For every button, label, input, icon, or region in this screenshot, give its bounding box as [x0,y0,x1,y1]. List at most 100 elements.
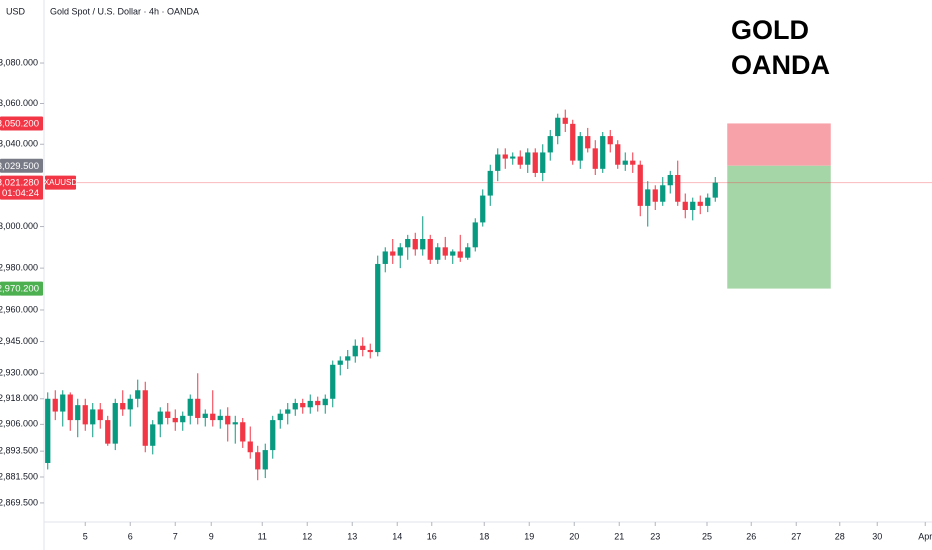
candle-body [712,182,718,198]
candle-body [217,415,223,421]
candle-body [210,413,216,421]
candle-body [622,160,628,165]
candle-body [240,422,246,442]
candle-body [277,413,283,421]
x-tick-label: 11 [258,531,267,541]
y-tick-label: 2,945.000 [0,336,38,346]
candle-body [52,398,58,412]
candle-body [247,441,253,453]
candle-body [292,403,298,410]
candle-body [480,195,486,223]
stop-tag [0,281,43,296]
candle-body [630,160,636,165]
x-tick-label: 20 [569,531,579,541]
candle-body [667,174,673,186]
y-tick-label: 2,893.500 [0,446,38,456]
candle-body [570,123,576,161]
candle-body [652,189,658,202]
candle-body [675,174,681,202]
y-tick-label: 2,869.500 [0,497,38,507]
candle-body [45,398,51,463]
candle-body [697,201,703,206]
target-tag [0,116,43,131]
candle-body [420,238,426,250]
candle-body [465,247,471,258]
x-tick-label: 21 [614,531,624,541]
x-tick-label: 27 [791,531,801,541]
y-tick-label: 2,930.000 [0,368,38,378]
entry-label: 3,029.500 [0,161,39,172]
stop-label: 2,970.200 [0,284,39,295]
candle-body [427,238,433,260]
candle-body [202,413,208,418]
watermark: OANDA [731,50,830,80]
candle-body [82,405,88,425]
candle-body [412,238,418,250]
x-tick-label: 5 [83,531,88,541]
candle-body [60,394,66,412]
watermark: GOLD [731,15,809,45]
candle-body [67,394,73,421]
candle-body [97,409,103,421]
candle-body [472,222,478,248]
candle-body [367,349,373,353]
candle-body [637,164,643,206]
x-tick-label: 12 [302,531,312,541]
x-tick-label: 30 [872,531,882,541]
x-tick-label: 7 [173,531,178,541]
candle-body [315,400,321,406]
candle-body [352,345,358,357]
candle-body [457,251,463,258]
candle-body [435,247,441,260]
x-tick-label: 14 [392,531,402,541]
candle-body [382,251,388,264]
candle-body [150,424,156,446]
candle-body [705,197,711,206]
x-tick-label: 13 [347,531,357,541]
candle-body [195,398,201,418]
candle-body [180,415,186,423]
candle-body [555,117,561,137]
symbol-label: XAUUSD [44,178,78,187]
candle-body [172,417,178,423]
candle-body [142,390,148,446]
candle-body [345,356,351,361]
candle-body [517,156,523,165]
candle-body [285,409,291,414]
candle-body [360,345,366,350]
candle-body [300,403,306,408]
candle-body [187,398,193,416]
candle-body [600,136,606,169]
x-tick-label: 9 [209,531,214,541]
chart-title: Gold Spot / U.S. Dollar · 4h · OANDA [50,6,199,16]
x-tick-label: 28 [835,531,845,541]
x-tick-label: 18 [479,531,489,541]
candle-body [577,136,583,161]
candle-body [532,152,538,173]
candle-body [232,422,238,425]
candle-body [510,156,516,159]
candle-body [135,390,141,399]
candle-body [307,400,313,408]
candle-body [75,405,81,421]
candle-body [592,148,598,169]
y-tick-label: 3,080.000 [0,57,38,67]
candle-body [262,450,268,470]
candle-body [502,154,508,159]
stop-loss-zone [727,165,831,289]
candle-body [120,403,126,410]
y-tick-label: 3,000.000 [0,221,38,231]
symbol-tag [45,175,76,190]
candle-body [337,360,343,365]
y-tick-label: 2,960.000 [0,304,38,314]
candle-body [442,247,448,256]
y-tick-label: 2,918.000 [0,393,38,403]
candle-body [157,411,163,425]
x-tick-label: 6 [128,531,133,541]
countdown: 01:04:24 [2,188,39,199]
candle-body [165,411,171,418]
candle-body [682,201,688,211]
x-tick-label: 26 [746,531,756,541]
last-price-label: 3,021.280 [0,178,39,189]
